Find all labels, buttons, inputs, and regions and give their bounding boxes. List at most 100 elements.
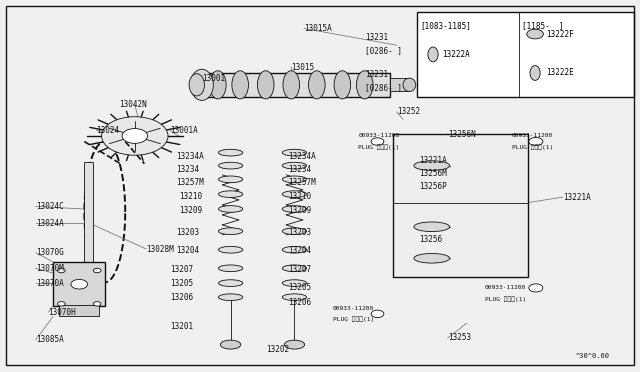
Text: 13001: 13001 [202,74,225,83]
Ellipse shape [232,71,248,99]
Text: PLUG プラグ(1): PLUG プラグ(1) [358,144,399,150]
Text: 13070H: 13070H [49,308,76,317]
Ellipse shape [282,280,307,286]
Text: 13204: 13204 [176,246,200,255]
Text: 13234A: 13234A [176,152,204,161]
Text: 13201: 13201 [170,322,193,331]
Text: 13222F: 13222F [546,29,573,39]
Text: 13028M: 13028M [147,244,174,253]
Ellipse shape [218,149,243,156]
Text: 13205: 13205 [170,279,193,288]
Ellipse shape [282,191,307,198]
Text: 13222A: 13222A [443,50,470,59]
Text: 13207: 13207 [170,265,193,274]
Text: 13222E: 13222E [546,68,573,77]
Ellipse shape [257,71,274,99]
Ellipse shape [218,246,243,253]
Text: 13256P: 13256P [419,182,447,191]
Text: 00933-11200: 00933-11200 [511,134,553,138]
Ellipse shape [218,265,243,272]
Text: 13209: 13209 [288,206,311,215]
Circle shape [58,302,65,306]
Text: 13257M: 13257M [288,178,316,187]
Text: 13209: 13209 [179,206,203,215]
Text: 13234: 13234 [176,165,200,174]
Circle shape [529,137,543,145]
Text: [0286- ]: [0286- ] [365,46,402,55]
Circle shape [93,268,101,273]
Ellipse shape [282,228,307,235]
Bar [84,162,93,262]
Text: PLUG プラグ(1): PLUG プラグ(1) [333,317,374,322]
Text: 13231: 13231 [365,70,388,79]
Bar [390,78,410,92]
Text: 13203: 13203 [288,228,311,237]
Ellipse shape [414,253,450,263]
Text: 13234A: 13234A [288,152,316,161]
Ellipse shape [218,176,243,183]
Ellipse shape [282,265,307,272]
Circle shape [527,29,543,39]
Text: 00933-11200: 00933-11200 [358,134,399,138]
Ellipse shape [284,340,305,349]
Ellipse shape [220,340,241,349]
Text: 13221A: 13221A [563,193,591,202]
Text: ^30^0.60: ^30^0.60 [575,353,609,359]
Circle shape [122,129,148,143]
Text: 13206: 13206 [288,298,311,307]
Text: 13234: 13234 [288,165,311,174]
Ellipse shape [403,78,416,92]
Text: 13257M: 13257M [176,178,204,187]
Text: 00933-11200: 00933-11200 [484,285,526,291]
Text: 13205: 13205 [288,283,311,292]
Bar [417,12,634,97]
Circle shape [102,117,168,155]
Text: PLUG プラグ(1): PLUG プラグ(1) [511,144,553,150]
Text: 13204: 13204 [288,246,311,255]
Ellipse shape [218,206,243,212]
Text: 13256N: 13256N [448,129,476,139]
Ellipse shape [282,294,307,301]
Ellipse shape [282,176,307,183]
Ellipse shape [356,71,373,99]
Text: 13256M: 13256M [419,169,447,177]
Ellipse shape [218,280,243,286]
Bar [394,134,527,277]
Text: [1083-1185]: [1083-1185] [420,21,471,30]
Circle shape [529,284,543,292]
Circle shape [71,279,88,289]
Text: 13015: 13015 [291,63,314,72]
Text: 13070M: 13070M [36,264,63,273]
Ellipse shape [218,294,243,301]
Bar [53,262,106,307]
Text: 13210: 13210 [288,192,311,201]
Text: 13024C: 13024C [36,202,63,211]
Text: 13042N: 13042N [119,100,147,109]
Bar [195,73,390,97]
Ellipse shape [190,69,213,100]
Ellipse shape [218,191,243,198]
Text: 00933-11200: 00933-11200 [333,306,374,311]
Ellipse shape [283,71,300,99]
Ellipse shape [414,222,450,232]
Text: 13024A: 13024A [36,219,63,228]
Circle shape [371,138,384,145]
Text: 13253: 13253 [448,333,471,343]
Text: [0286- ]: [0286- ] [365,83,402,92]
Text: 13256: 13256 [419,235,442,244]
Ellipse shape [282,206,307,212]
Text: 13070A: 13070A [36,279,63,288]
Text: 13085A: 13085A [36,335,63,344]
Text: PLUG プラグ(1): PLUG プラグ(1) [484,296,526,302]
Circle shape [371,310,384,318]
Text: 13206: 13206 [170,293,193,302]
Ellipse shape [282,162,307,169]
Text: 13202: 13202 [266,344,289,353]
Ellipse shape [334,71,351,99]
Ellipse shape [218,228,243,235]
Ellipse shape [308,71,325,99]
Ellipse shape [530,65,540,80]
Ellipse shape [218,162,243,169]
Bar [60,305,99,317]
Ellipse shape [209,71,226,99]
